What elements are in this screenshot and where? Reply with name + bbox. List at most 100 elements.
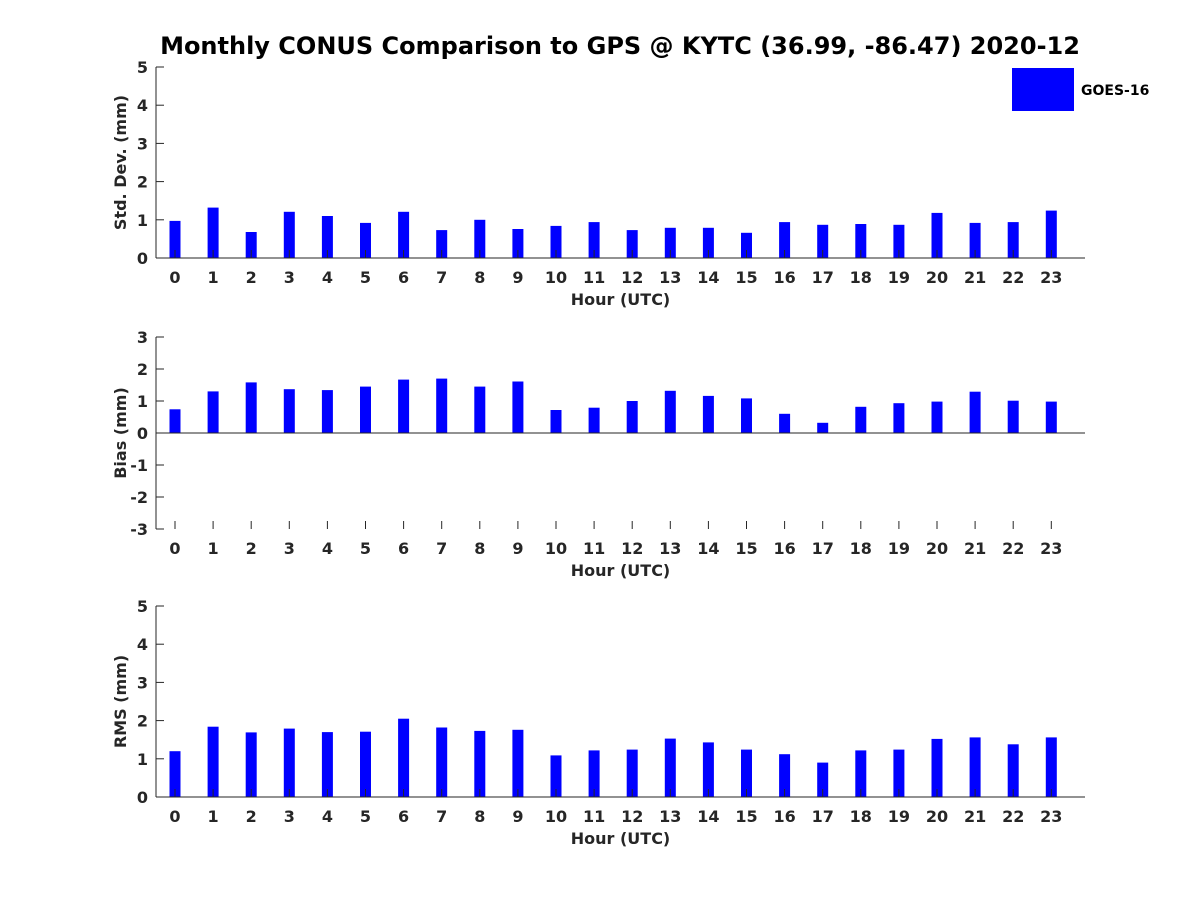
y-tick-label: 0 [137, 249, 148, 268]
bar [626, 401, 638, 433]
y-tick-label: 4 [137, 96, 148, 115]
legend-swatch [1012, 68, 1074, 111]
bar [1007, 400, 1019, 433]
bar [169, 409, 181, 433]
y-tick-label: 5 [137, 58, 148, 77]
x-tick-label: 6 [398, 539, 409, 558]
x-tick-label: 2 [246, 268, 257, 287]
bar [436, 230, 448, 258]
bar [1007, 744, 1019, 797]
bar [398, 718, 410, 797]
x-tick-label: 9 [512, 539, 523, 558]
bar [550, 225, 562, 258]
chart-title: Monthly CONUS Comparison to GPS @ KYTC (… [160, 32, 1080, 60]
x-tick-label: 10 [545, 539, 567, 558]
x-tick-label: 14 [697, 268, 719, 287]
x-tick-label: 5 [360, 268, 371, 287]
x-tick-label: 12 [621, 807, 643, 826]
x-tick-label: 10 [545, 268, 567, 287]
y-tick-label: 4 [137, 635, 148, 654]
bar [969, 391, 981, 433]
y-tick-label: 0 [137, 424, 148, 443]
bar [360, 386, 371, 433]
x-tick-label: 11 [583, 539, 605, 558]
x-tick-label: 17 [812, 539, 834, 558]
x-tick-label: 17 [812, 268, 834, 287]
x-tick-label: 23 [1040, 807, 1062, 826]
x-tick-label: 22 [1002, 268, 1024, 287]
bar [398, 211, 410, 258]
y-tick-label: -2 [130, 488, 148, 507]
bar [245, 232, 257, 258]
x-tick-label: 13 [659, 539, 681, 558]
bar [360, 731, 371, 797]
y-tick-label: -3 [130, 520, 148, 539]
y-tick-label: 2 [137, 173, 148, 192]
x-tick-label: 15 [735, 539, 757, 558]
bar [893, 224, 905, 258]
x-tick-label: 11 [583, 268, 605, 287]
x-tick-label: 15 [735, 807, 757, 826]
y-tick-label: 3 [137, 134, 148, 153]
bar [664, 227, 676, 258]
x-tick-label: 20 [926, 268, 948, 287]
x-tick-label: 7 [436, 268, 447, 287]
bar [1045, 210, 1057, 258]
x-tick-label: 19 [888, 807, 910, 826]
bar [588, 222, 600, 258]
y-tick-label: 2 [137, 712, 148, 731]
bar [436, 727, 448, 797]
x-tick-label: 12 [621, 268, 643, 287]
x-tick-label: 8 [474, 807, 485, 826]
x-tick-label: 5 [360, 807, 371, 826]
bar [817, 224, 829, 258]
bar [702, 227, 714, 258]
bar [245, 732, 257, 797]
x-tick-label: 10 [545, 807, 567, 826]
bar [817, 422, 829, 433]
x-tick-label: 16 [773, 539, 795, 558]
x-tick-label: 6 [398, 807, 409, 826]
bar [855, 750, 867, 797]
x-tick-label: 4 [322, 539, 333, 558]
bar [550, 410, 562, 433]
bar [207, 391, 219, 433]
x-tick-label: 14 [697, 539, 719, 558]
bar [893, 749, 905, 797]
bar [512, 381, 524, 433]
x-tick-label: 20 [926, 539, 948, 558]
x-tick-label: 7 [436, 539, 447, 558]
x-tick-label: 23 [1040, 268, 1062, 287]
y-tick-label: 1 [137, 211, 148, 230]
bar [741, 398, 752, 433]
x-tick-label: 16 [773, 807, 795, 826]
bar [321, 390, 333, 433]
x-tick-label: 5 [360, 539, 371, 558]
y-tick-label: 1 [137, 750, 148, 769]
x-tick-label: 4 [322, 268, 333, 287]
x-tick-label: 1 [208, 807, 219, 826]
x-tick-label: 8 [474, 268, 485, 287]
bar [207, 207, 219, 258]
x-axis-label: Hour (UTC) [571, 290, 671, 309]
bar [779, 222, 791, 258]
x-tick-label: 11 [583, 807, 605, 826]
x-tick-label: 16 [773, 268, 795, 287]
bar [931, 401, 943, 433]
x-tick-label: 1 [208, 539, 219, 558]
y-tick-label: 0 [137, 788, 148, 807]
bar [1045, 737, 1057, 797]
x-tick-label: 20 [926, 807, 948, 826]
bar [741, 749, 752, 797]
bar [741, 232, 752, 258]
x-tick-label: 18 [850, 268, 872, 287]
bar [474, 730, 486, 797]
bar [702, 742, 714, 797]
x-axis-label: Hour (UTC) [571, 561, 671, 580]
bar [398, 379, 410, 433]
y-tick-label: 3 [137, 328, 148, 347]
x-tick-label: 15 [735, 268, 757, 287]
